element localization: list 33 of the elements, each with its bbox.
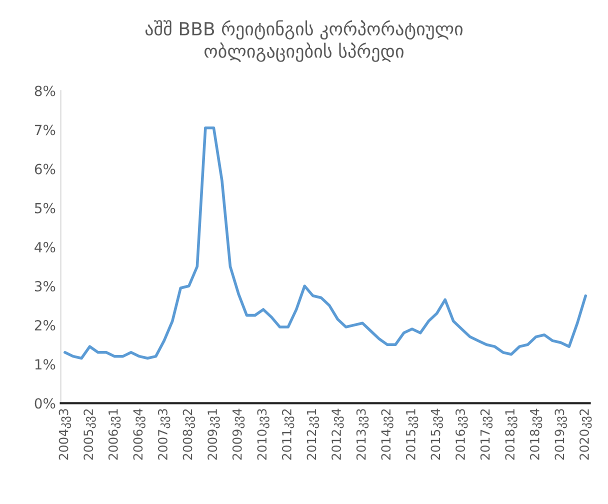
x-tick-label: 2009კვ1 bbox=[208, 409, 220, 460]
y-tick-label: 8% bbox=[34, 86, 56, 96]
x-tick-label: 2018კვ1 bbox=[505, 409, 518, 460]
chart-title: აშშ BBB რეიტინგის კორპორატიული ობლიგაციების სპრედი bbox=[145, 20, 463, 62]
x-tick-label: 2010კვ3 bbox=[257, 409, 270, 460]
x-tick-label: 2004კვ3 bbox=[58, 409, 72, 460]
x-tick-label: 2012კვ1 bbox=[306, 409, 319, 460]
x-tick-label: 2007კვ3 bbox=[158, 409, 170, 460]
line-series bbox=[64, 126, 588, 360]
x-tick-label: 2017კვ2 bbox=[480, 409, 493, 460]
x-tick-label: 2020კვ2 bbox=[580, 409, 592, 460]
x-tick-label: 2005კვ2 bbox=[84, 409, 96, 460]
y-tick-label: 5% bbox=[34, 202, 56, 214]
x-tick-label: 2011კვ2 bbox=[282, 409, 294, 460]
x-tick-label: 2018კვ4 bbox=[530, 408, 542, 460]
x-tick-label: 2016კვ3 bbox=[456, 409, 468, 460]
x-tick-label: 2013კვ3 bbox=[356, 409, 369, 460]
y-tick-label: 1% bbox=[35, 359, 56, 370]
y-tick-label: 7% bbox=[35, 124, 56, 136]
x-tick-label: 2019კვ3 bbox=[554, 409, 567, 460]
x-tick-label: 2006კვ1 bbox=[108, 409, 121, 460]
y-tick-label: 2% bbox=[34, 320, 56, 331]
y-tick-label: 0% bbox=[34, 398, 56, 409]
x-tick-label: 2014კვ2 bbox=[381, 409, 394, 460]
x-tick-label: 2009კვ4 bbox=[232, 408, 245, 460]
y-tick-label: 6% bbox=[34, 164, 56, 174]
x-tick-label: 2015კვ4 bbox=[430, 408, 443, 460]
x-tick-label: 2006კვ4 bbox=[133, 408, 146, 460]
x-tick-label: 2008კვ2 bbox=[182, 409, 196, 460]
y-tick-label: 4% bbox=[34, 242, 56, 252]
x-tick-label: 2012კვ4 bbox=[332, 408, 344, 460]
x-tick-label: 2015კვ1 bbox=[406, 409, 418, 460]
y-tick-label: 3% bbox=[34, 280, 56, 292]
